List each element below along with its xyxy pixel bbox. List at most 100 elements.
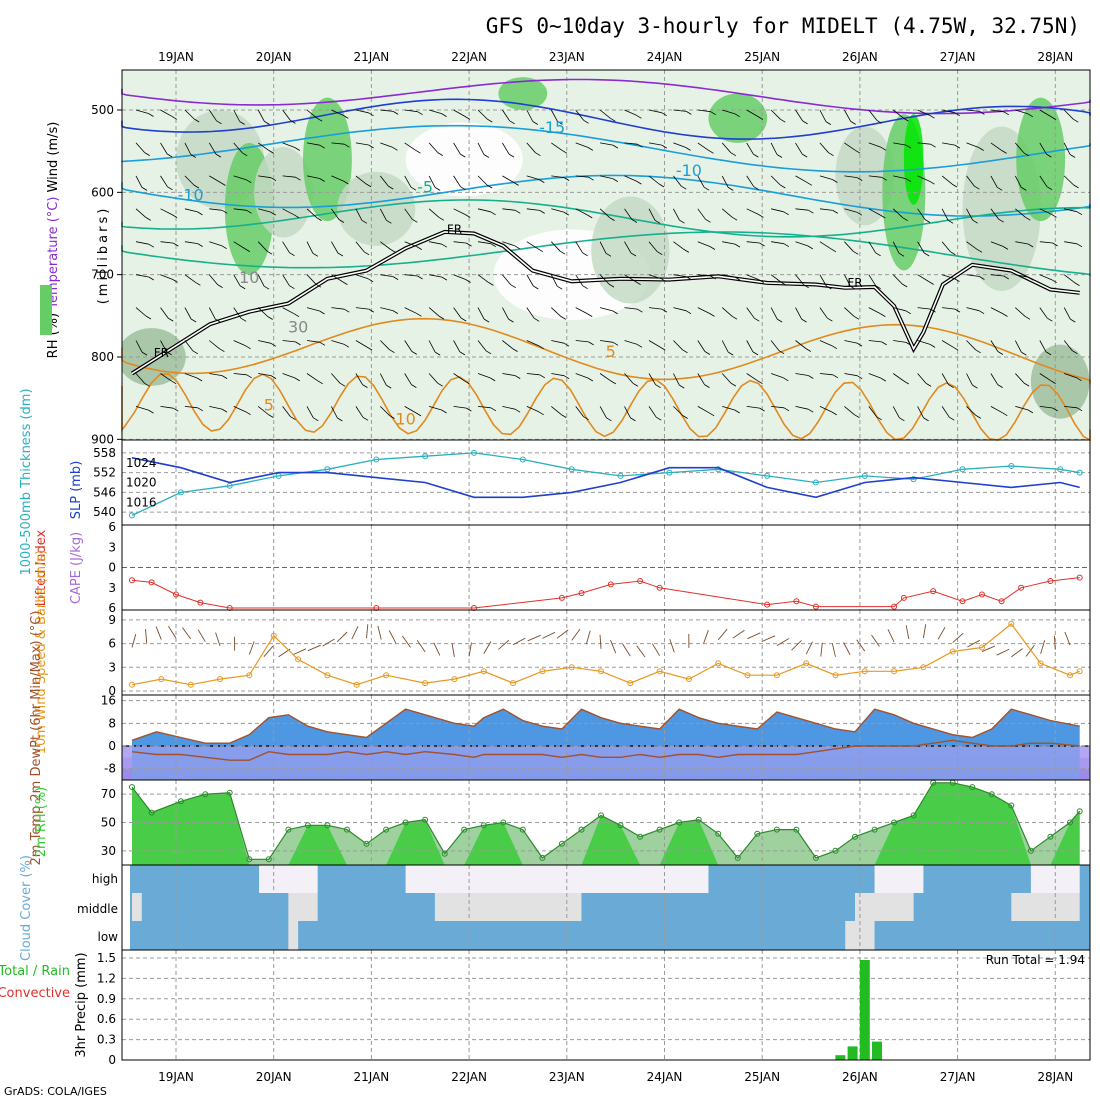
barb-flag bbox=[389, 349, 395, 354]
barb-flag bbox=[881, 341, 887, 346]
barb-flag bbox=[434, 187, 441, 191]
rh2m-line-point bbox=[441, 850, 448, 857]
barb-staff bbox=[306, 406, 314, 418]
barb-flag bbox=[608, 283, 615, 288]
barb-flag bbox=[880, 377, 887, 382]
surface-wind-barb bbox=[556, 629, 569, 639]
barb-flag bbox=[1051, 213, 1057, 218]
barb-flag bbox=[363, 251, 370, 256]
cloud-clear-block bbox=[405, 865, 709, 893]
wind-speed-line-point bbox=[861, 668, 868, 675]
barb-staff bbox=[526, 274, 534, 287]
barb-flag bbox=[438, 315, 445, 320]
barb-staff bbox=[379, 208, 387, 221]
barb-flag bbox=[654, 219, 661, 224]
barb-staff bbox=[721, 208, 733, 218]
value-tick-label: 0.3 bbox=[97, 1033, 116, 1047]
barb-flag bbox=[245, 179, 252, 184]
barb-staff bbox=[819, 175, 833, 180]
barb-flag bbox=[514, 375, 521, 379]
barb-flag bbox=[705, 218, 711, 223]
barb-staff bbox=[966, 274, 980, 277]
barb-flag bbox=[411, 351, 418, 355]
barb-staff bbox=[673, 406, 683, 416]
barb-flag bbox=[535, 152, 541, 157]
slp-tick-label: 1024 bbox=[126, 456, 157, 470]
wind-speed-line-point bbox=[480, 668, 487, 675]
barb-staff bbox=[624, 373, 634, 384]
barb-staff bbox=[502, 406, 516, 410]
surface-wind-barb bbox=[1011, 648, 1023, 658]
axis-label: 1000-500mb Thickness (dm) bbox=[19, 388, 34, 575]
barb-flag bbox=[148, 243, 155, 248]
barb-flag bbox=[438, 216, 445, 221]
barb-staff bbox=[453, 241, 467, 244]
barb-flag bbox=[141, 187, 148, 191]
surface-wind-barb bbox=[871, 634, 880, 647]
barb-staff bbox=[477, 340, 487, 352]
barb-flag bbox=[902, 217, 908, 222]
barb-flag bbox=[781, 282, 787, 286]
barb-staff bbox=[233, 406, 246, 413]
barb-flag bbox=[1046, 186, 1053, 191]
barb-staff bbox=[990, 307, 1003, 314]
barb-flag bbox=[459, 351, 466, 356]
barb-staff bbox=[819, 142, 829, 153]
rh2m-line-point bbox=[891, 819, 898, 826]
barb-flag bbox=[631, 219, 638, 223]
barb-staff bbox=[624, 142, 638, 145]
barb-flag bbox=[171, 115, 178, 120]
barb-flag bbox=[757, 116, 764, 120]
rh2m-line-point bbox=[754, 830, 761, 837]
barb-staff bbox=[380, 274, 394, 277]
barb-staff bbox=[551, 373, 565, 377]
surface-wind-barb bbox=[805, 641, 813, 655]
barb-staff bbox=[428, 142, 439, 153]
barb-flag bbox=[315, 283, 322, 288]
barb-flag bbox=[899, 417, 905, 422]
pressure-tick-label: 500 bbox=[91, 103, 114, 117]
axis-label: CAPE (J/kg) bbox=[69, 532, 84, 604]
lifted-index-line-point bbox=[1076, 574, 1083, 581]
barb-staff bbox=[746, 307, 755, 319]
barb-staff bbox=[355, 340, 368, 348]
panel-frame-7 bbox=[121, 949, 1091, 1061]
surface-wind-barb bbox=[377, 625, 382, 640]
lifted-index-line-point bbox=[173, 591, 179, 598]
barb-staff bbox=[746, 109, 759, 117]
rh2m-line-point bbox=[363, 840, 370, 847]
value-tick-label: 546 bbox=[93, 485, 116, 499]
date-tick-bottom: 27JAN bbox=[940, 1070, 976, 1084]
li-tick-label: 3 bbox=[108, 581, 116, 595]
barb-flag bbox=[197, 211, 203, 216]
surface-wind-barb bbox=[1064, 631, 1071, 646]
barb-flag bbox=[434, 351, 441, 356]
barb-staff bbox=[721, 175, 729, 188]
lifted-index-line-point bbox=[1018, 584, 1025, 591]
barb-staff bbox=[966, 373, 973, 386]
lifted-index-line-point bbox=[764, 601, 771, 608]
barb-flag bbox=[386, 219, 392, 224]
date-tick-bottom: 21JAN bbox=[354, 1070, 390, 1084]
barb-flag bbox=[415, 149, 421, 154]
rh2m-area-dark bbox=[132, 782, 1080, 865]
barb-staff bbox=[868, 142, 882, 148]
barb-flag bbox=[270, 342, 277, 347]
barb-flag bbox=[1050, 380, 1056, 384]
line-layer bbox=[121, 78, 1091, 1060]
barb-flag bbox=[368, 308, 375, 313]
barb-flag bbox=[731, 216, 738, 221]
barb-flag bbox=[582, 285, 588, 290]
barb-flag bbox=[317, 380, 323, 385]
barb-staff bbox=[819, 307, 828, 319]
surface-wind-barb bbox=[155, 626, 162, 640]
barb-staff bbox=[551, 241, 561, 252]
barb-flag bbox=[661, 112, 667, 117]
barb-flag bbox=[854, 149, 861, 154]
barb-flag bbox=[556, 285, 563, 290]
barb-staff bbox=[306, 142, 320, 146]
barb-flag bbox=[532, 121, 539, 125]
barb-flag bbox=[270, 375, 277, 379]
barb-flag bbox=[801, 153, 808, 158]
wind-speed-line-point bbox=[295, 656, 302, 663]
